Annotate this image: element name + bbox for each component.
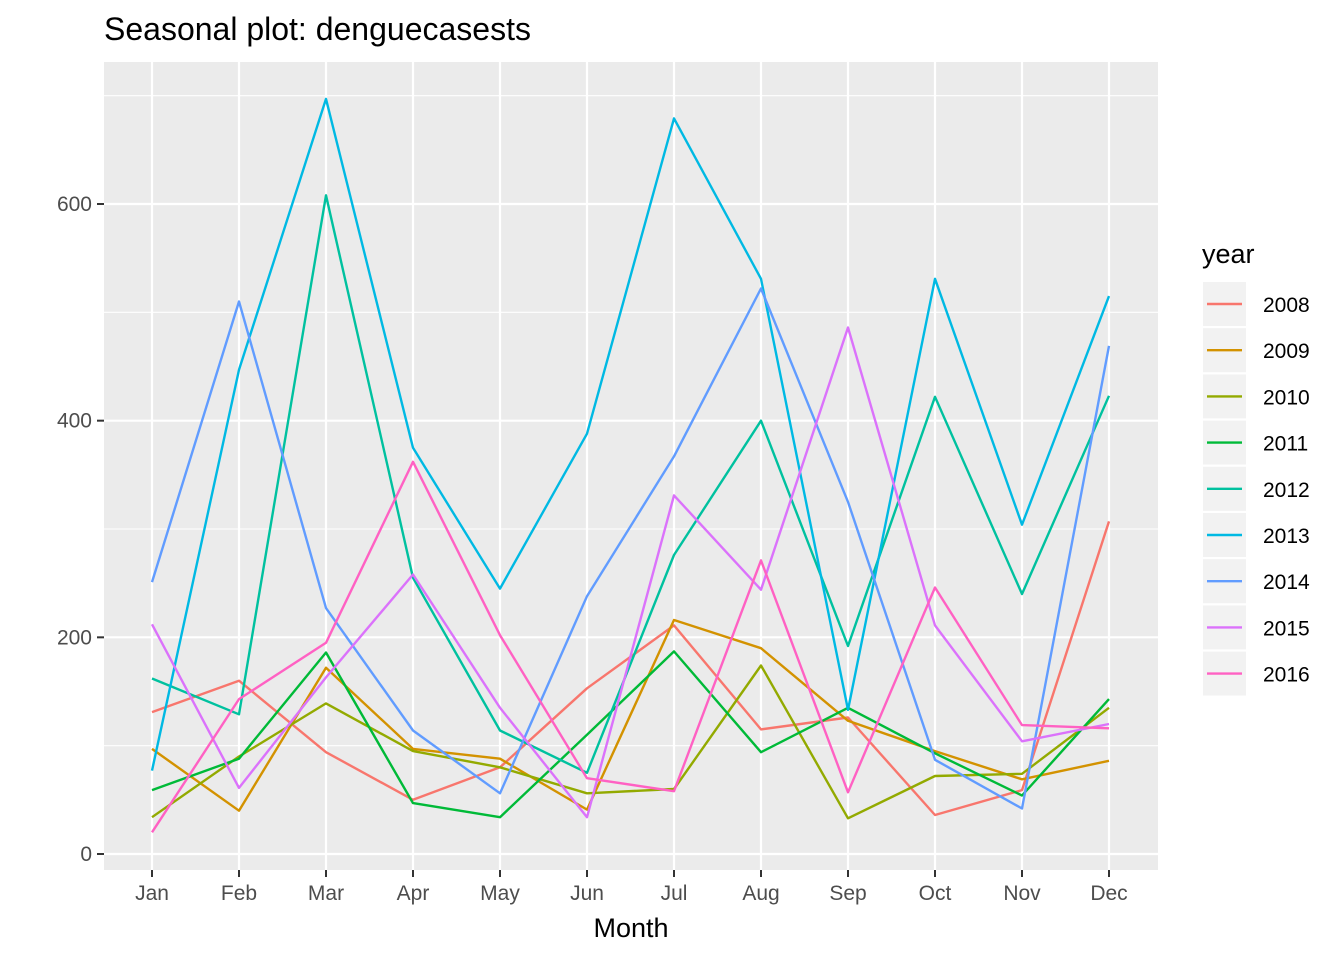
- series-line-2016: [150, 460, 1110, 833]
- x-tick-label: Aug: [742, 882, 779, 905]
- x-axis: Jan Feb Mar Apr May Jun Jul Aug Sep Oct Nov Dec: [135, 870, 1128, 905]
- chart-title: Seasonal plot: denguecasests: [104, 11, 531, 47]
- x-tick-label: Jan: [135, 882, 169, 905]
- series-line-2014: [150, 287, 1111, 810]
- y-tick-label: 400: [57, 410, 92, 433]
- x-tick-label: Apr: [397, 882, 430, 905]
- legend-label-2016: 2016: [1263, 664, 1310, 687]
- legend-label-2009: 2009: [1263, 340, 1310, 363]
- series-line-2015: [150, 326, 1110, 819]
- legend: year 2008 2009 2010 2011 2012 2013 2014 2015 201…: [1202, 239, 1310, 696]
- legend-label-2015: 2015: [1263, 617, 1310, 640]
- legend-label-2008: 2008: [1263, 294, 1310, 317]
- legend-label-2014: 2014: [1263, 571, 1310, 594]
- y-axis: 0 200 400 600: [57, 193, 104, 866]
- series-line-2013: [150, 97, 1111, 771]
- plot-panel: [104, 62, 1158, 870]
- series-line-2009: [151, 618, 1110, 812]
- y-tick-label: 200: [57, 626, 92, 649]
- x-tick-label: Oct: [919, 882, 952, 905]
- y-tick-label: 600: [57, 193, 92, 216]
- x-tick-label: Jun: [570, 882, 604, 905]
- x-tick-label: Mar: [308, 882, 344, 905]
- x-tick-label: Feb: [221, 882, 257, 905]
- series-line-2010: [151, 664, 1110, 820]
- legend-label-2012: 2012: [1263, 479, 1310, 502]
- series-lines: [150, 97, 1111, 833]
- x-tick-label: May: [480, 882, 520, 905]
- legend-label-2013: 2013: [1263, 525, 1310, 548]
- x-tick-label: Dec: [1090, 882, 1127, 905]
- legend-title: year: [1202, 239, 1255, 269]
- x-tick-label: Nov: [1003, 882, 1041, 905]
- legend-label-2010: 2010: [1263, 386, 1310, 409]
- x-axis-title: Month: [593, 913, 668, 943]
- x-tick-label: Sep: [829, 882, 866, 905]
- series-line-2012: [151, 194, 1111, 774]
- minor-gridlines: [104, 95, 1158, 747]
- legend-label-2011: 2011: [1263, 433, 1308, 456]
- y-tick-label: 0: [80, 843, 92, 866]
- x-tick-label: Jul: [661, 882, 688, 905]
- series-line-2011: [151, 650, 1110, 819]
